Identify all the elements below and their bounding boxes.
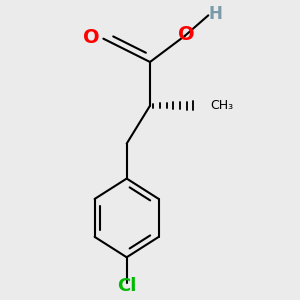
Text: Cl: Cl: [117, 278, 136, 296]
Text: O: O: [178, 25, 195, 44]
Text: CH₃: CH₃: [211, 99, 234, 112]
Text: O: O: [83, 28, 99, 47]
Text: H: H: [208, 5, 223, 23]
